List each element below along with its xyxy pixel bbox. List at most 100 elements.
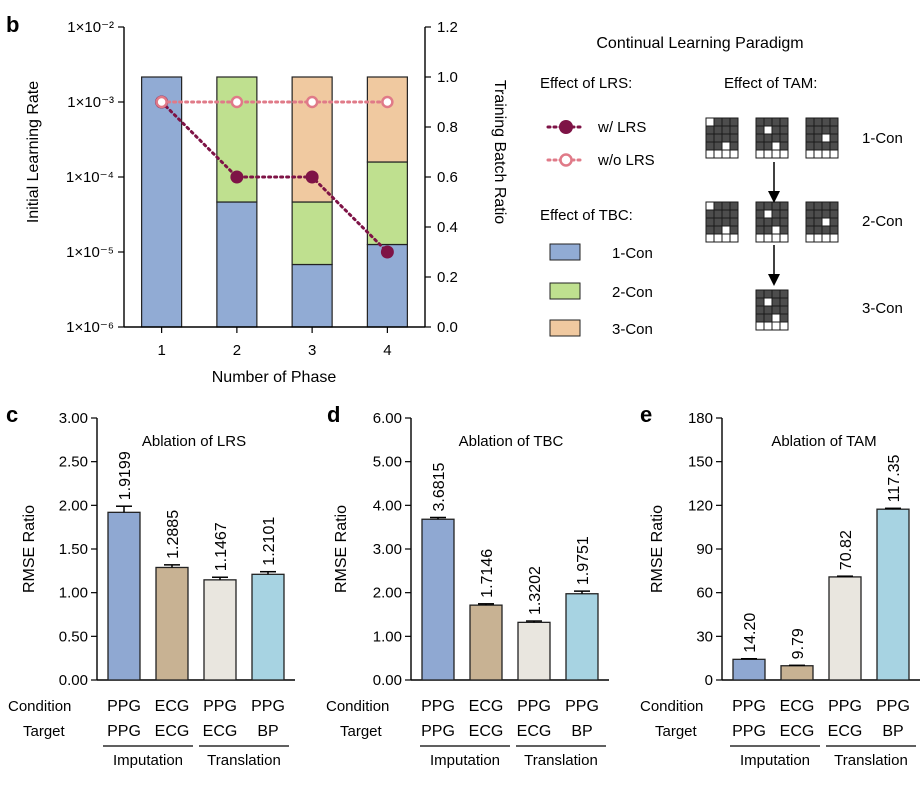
c-data-label-4: 1.2101 xyxy=(261,517,278,566)
tam-grid-row1-3-cell xyxy=(805,117,815,127)
tam-grid-row3-1-cell xyxy=(779,289,789,299)
b-y2-tick-label: 0.6 xyxy=(437,169,458,186)
tam-grid-row2-2-cell xyxy=(763,217,773,227)
b-bar-2-Con-phase-3 xyxy=(291,201,333,266)
tam-grid-row2-3 xyxy=(805,201,839,243)
c-target-3: ECG xyxy=(203,723,238,740)
tam-grid-row1-1 xyxy=(705,117,739,159)
c-bar-3 xyxy=(203,579,237,681)
legend-1con-swatch xyxy=(549,243,581,261)
tam-row-1-label: 1-Con xyxy=(862,130,903,147)
legend-w-lrs-marker xyxy=(559,120,573,134)
tam-grid-row2-2-cell xyxy=(779,233,789,243)
tam-grid-row1-3-cell xyxy=(821,117,831,127)
c-target-label: Target xyxy=(23,723,66,740)
legend-2con-label: 2-Con xyxy=(612,284,653,301)
c-imputation-label: Imputation xyxy=(113,752,183,769)
panel-b: b 1 2 3 4 1×10⁻⁶ 1×10⁻⁵ 1×10⁻⁴ 1×10⁻³ 1×10⁻² 0.0 0… xyxy=(6,12,508,386)
tam-grid-row1-1-cell xyxy=(729,125,739,135)
tam-grid-row1-2-cell xyxy=(755,117,765,127)
tam-grid-row2-2-cell xyxy=(763,201,773,211)
tam-arrow-1-head xyxy=(768,191,780,203)
tam-grid-row2-2-cell xyxy=(755,209,765,219)
e-target-3: ECG xyxy=(828,723,863,740)
b-x-tick-label: 4 xyxy=(383,342,391,359)
e-translation-label: Translation xyxy=(834,752,908,769)
tam-grid-row2-3-cell xyxy=(805,225,815,235)
tam-grid-row1-3-cell xyxy=(813,125,823,135)
tam-grid-row2-2-cell xyxy=(779,225,789,235)
c-y-tick-label: 1.00 xyxy=(59,585,88,602)
tam-grid-row2-3-cell xyxy=(805,217,815,227)
tam-grid-row1-2-cell xyxy=(755,125,765,135)
d-y-tick-label: 2.00 xyxy=(373,585,402,602)
tam-grid-row2-1 xyxy=(705,201,739,243)
tam-grid-row2-2-cell xyxy=(779,217,789,227)
d-chart: 0.00 1.00 2.00 3.00 4.00 5.00 6.00 3.6815 PPG PPG… xyxy=(373,410,609,740)
b-bar-1-Con-phase-1 xyxy=(141,76,183,328)
tam-grid-row2-3-cell xyxy=(805,233,815,243)
tam-grid-row2-3-cell xyxy=(813,233,823,243)
tam-grid-row1-2-cell xyxy=(771,117,781,127)
d-y-tick-label: 1.00 xyxy=(373,628,402,645)
tam-grid-row2-1-cell xyxy=(713,201,723,211)
tam-grid-row1-1-cell xyxy=(729,141,739,151)
e-y-tick-label: 150 xyxy=(688,454,713,471)
tam-grid-row1-1-cell xyxy=(705,125,715,135)
b-point-w-lrs-4 xyxy=(380,245,394,259)
tam-grid-row3-1-cell xyxy=(771,289,781,299)
tam-grid-row1-2-cell xyxy=(779,141,789,151)
c-condition-label: Condition xyxy=(8,698,71,715)
e-bar-1 xyxy=(732,658,766,681)
tam-grid-row1-2-cell xyxy=(755,133,765,143)
tam-grid-row1-3-cell xyxy=(821,133,831,143)
tam-grid-row1-2-cell xyxy=(779,149,789,159)
e-y-tick-label: 0 xyxy=(705,672,713,689)
d-y-tick-label: 0.00 xyxy=(373,672,402,689)
tam-grid-row1-3-cell xyxy=(805,125,815,135)
tam-grid-row2-1-cell xyxy=(713,217,723,227)
b-x-axis-title: Number of Phase xyxy=(212,369,337,386)
e-title: Ablation of TAM xyxy=(771,433,876,450)
c-chart: 0.00 0.50 1.00 1.50 2.00 2.50 3.00 1.9199 PPG PPG… xyxy=(59,410,295,740)
tam-arrow-2-head xyxy=(768,274,780,286)
tam-grid-row2-3-cell xyxy=(829,201,839,211)
tam-grid-row1-1-cell xyxy=(721,149,731,159)
tam-grid-row1-1-cell xyxy=(729,149,739,159)
tam-grid-row2-1-cell xyxy=(705,225,715,235)
b-bar-1-Con-phase-3 xyxy=(291,263,333,328)
e-data-label-3: 70.82 xyxy=(838,530,855,570)
tam-grid-row1-2-cell xyxy=(763,117,773,127)
d-data-label-3: 1.3202 xyxy=(527,566,544,615)
tam-grid-row2-1-cell xyxy=(705,201,715,211)
e-y-tick-label: 120 xyxy=(688,497,713,514)
b-axes: 1 2 3 4 1×10⁻⁶ 1×10⁻⁵ 1×10⁻⁴ 1×10⁻³ 1×10⁻² 0.0 0.2… xyxy=(66,19,458,359)
tam-grid-row3-1-cell xyxy=(763,305,773,315)
b-y2-tick-label: 0.2 xyxy=(437,269,458,286)
tam-grid-row3-1-cell xyxy=(779,297,789,307)
b-x-tick-label: 2 xyxy=(233,342,241,359)
paradigm-legend: Continual Learning Paradigm Effect of LR… xyxy=(540,35,903,338)
c-condition-2: ECG xyxy=(155,698,190,715)
tam-grid-row2-2-cell xyxy=(779,201,789,211)
e-target-4: BP xyxy=(882,723,903,740)
tam-grid-row2-3-cell xyxy=(821,225,831,235)
tam-grid-row1-2-cell xyxy=(755,149,765,159)
panel-d: d Ablation of TBC RMSE Ratio Condition T… xyxy=(326,402,609,769)
tam-grid-row1-1-cell xyxy=(713,117,723,127)
b-y2-tick-label: 0.0 xyxy=(437,319,458,336)
c-title: Ablation of LRS xyxy=(142,433,246,450)
d-condition-4: PPG xyxy=(565,698,599,715)
c-bar-1 xyxy=(107,511,141,681)
b-lines xyxy=(155,95,394,259)
tam-grid-row1-3-cell xyxy=(813,149,823,159)
d-data-label-4: 1.9751 xyxy=(575,536,592,585)
d-target-3: ECG xyxy=(517,723,552,740)
tam-grid-row2-2 xyxy=(755,201,789,243)
c-y-tick-label: 2.50 xyxy=(59,454,88,471)
tam-grid-row2-1-cell xyxy=(721,225,731,235)
d-condition-2: ECG xyxy=(469,698,504,715)
b-point-w-lrs-2 xyxy=(230,170,244,184)
tam-grid-row1-3-cell xyxy=(829,133,839,143)
e-target-label: Target xyxy=(655,723,698,740)
